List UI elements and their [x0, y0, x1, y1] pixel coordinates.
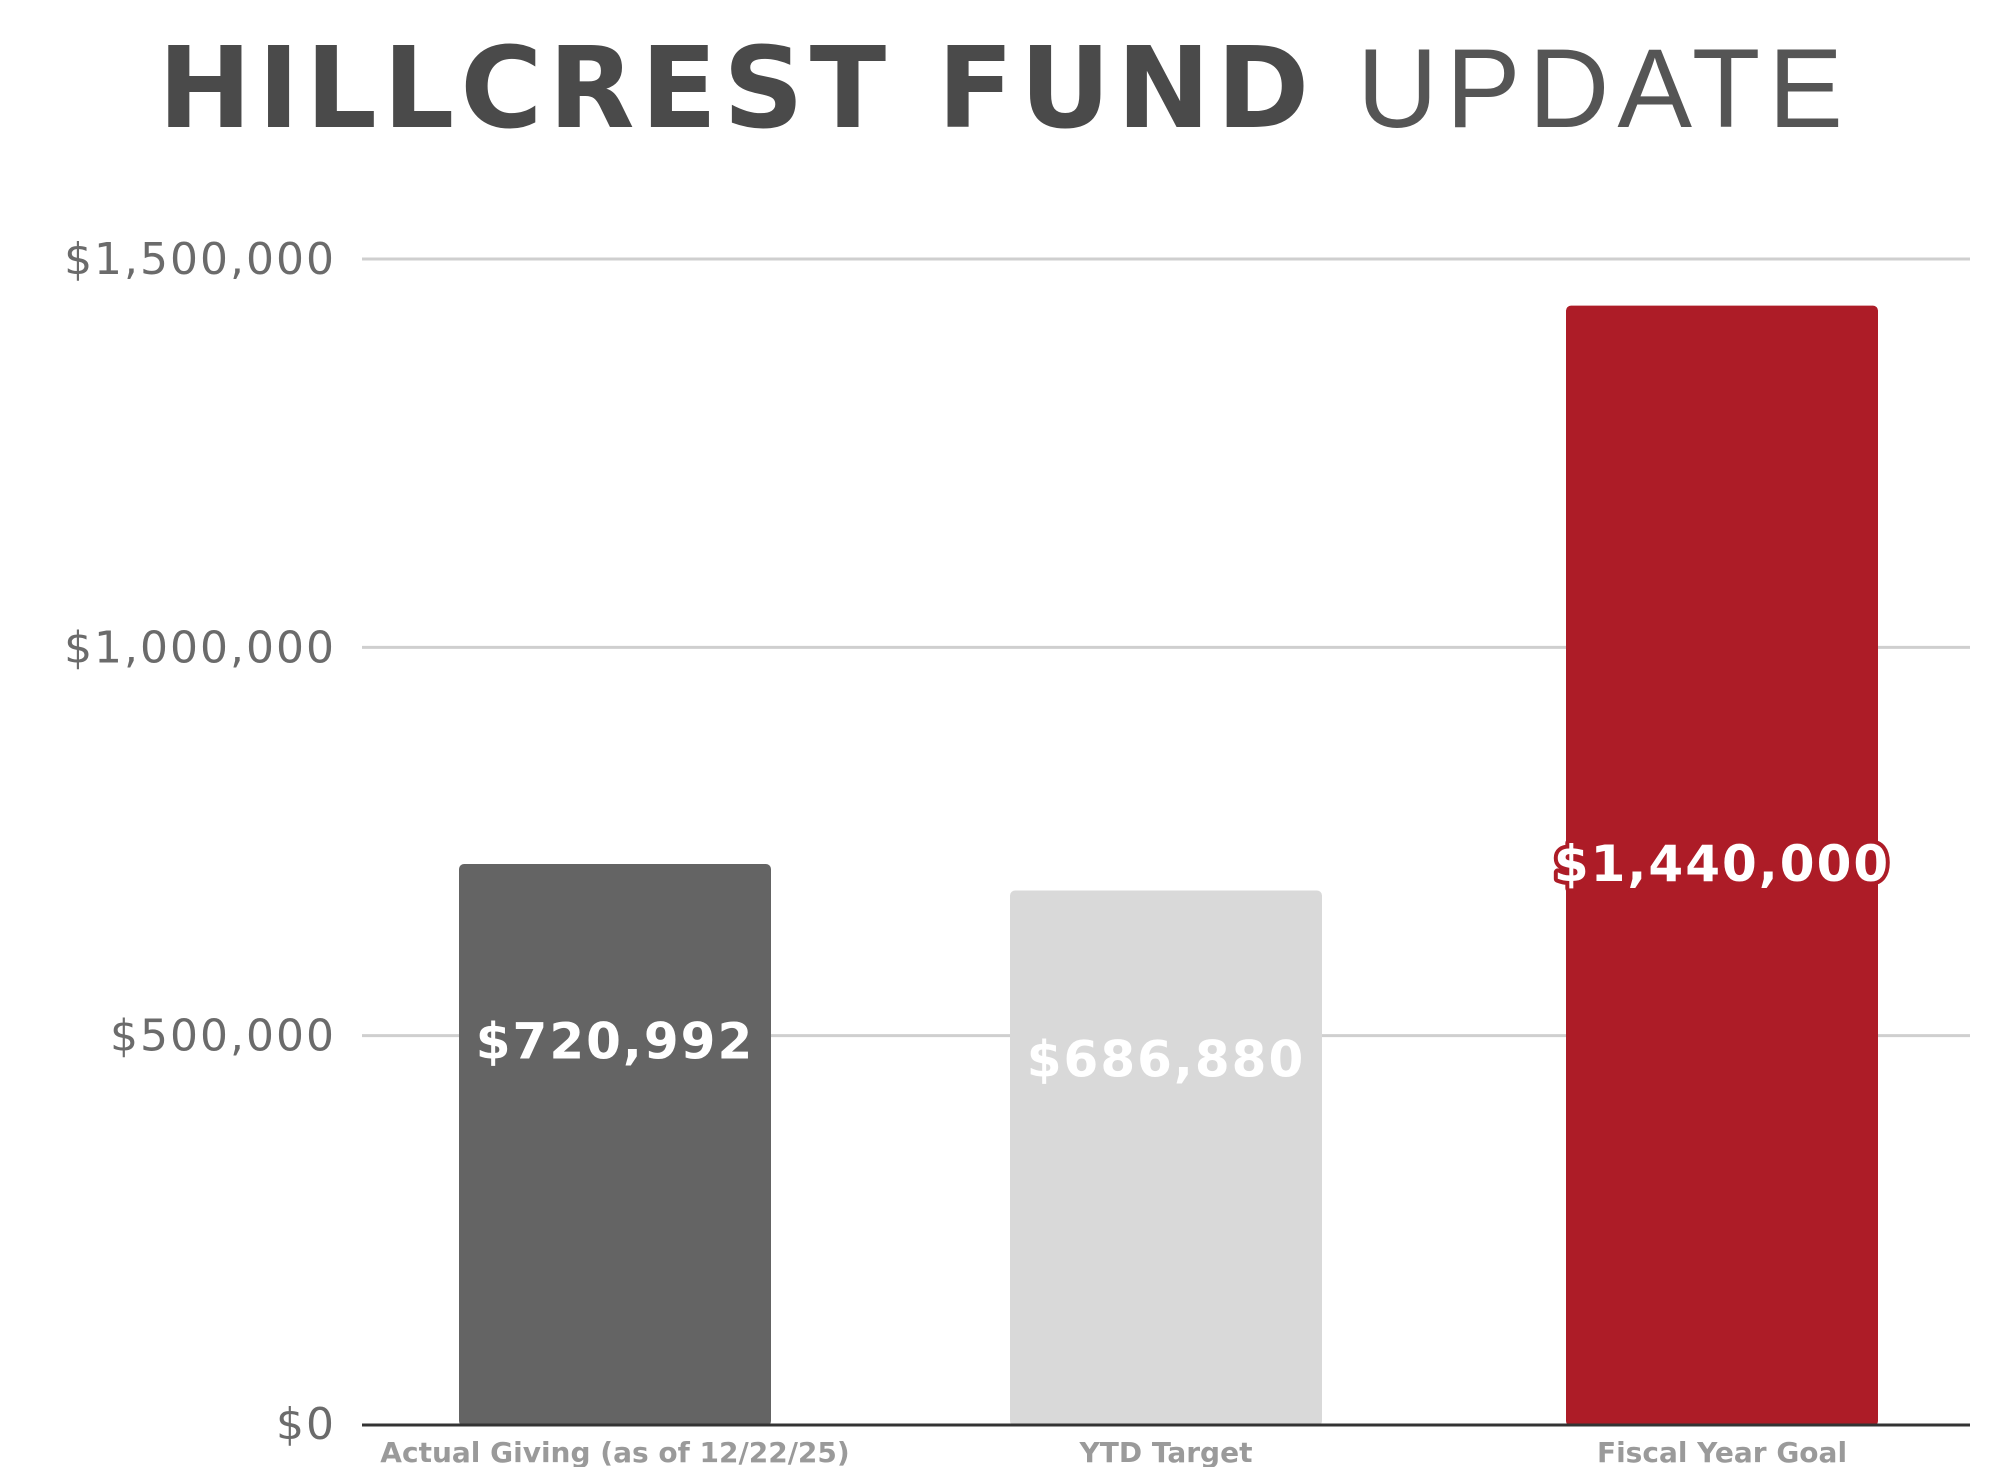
x-axis-ticks: Actual Giving (as of 12/22/25) YTD Target…: [380, 1436, 1847, 1467]
chart-title-bold: HILLCREST FUND: [158, 24, 1316, 154]
y-tick-label: $500,000: [110, 1011, 336, 1062]
chart-title: HILLCREST FUND UPDATE: [0, 22, 2009, 156]
y-axis-ticks: $0 $500,000 $1,000,000 $1,500,000: [64, 234, 336, 1450]
chart-title-light: UPDATE: [1356, 26, 1851, 151]
bar: [459, 864, 771, 1426]
bar-value-labels: $720,992 $686,880 $1,440,000: [476, 831, 1892, 1089]
y-tick-label: $0: [276, 1399, 336, 1450]
bar-value-label: $720,992: [476, 1012, 755, 1070]
bar-value-label: $686,880: [1027, 1031, 1306, 1089]
x-tick-label: Fiscal Year Goal: [1597, 1436, 1847, 1467]
bar-value-label: $1,440,000: [1554, 835, 1890, 893]
bar: [1010, 890, 1322, 1426]
bar: [1566, 305, 1878, 1427]
x-tick-label: Actual Giving (as of 12/22/25): [380, 1436, 849, 1467]
x-tick-label: YTD Target: [1079, 1436, 1253, 1467]
bars: [459, 305, 1878, 1427]
y-tick-label: $1,500,000: [64, 234, 336, 285]
y-tick-label: $1,000,000: [64, 622, 336, 673]
